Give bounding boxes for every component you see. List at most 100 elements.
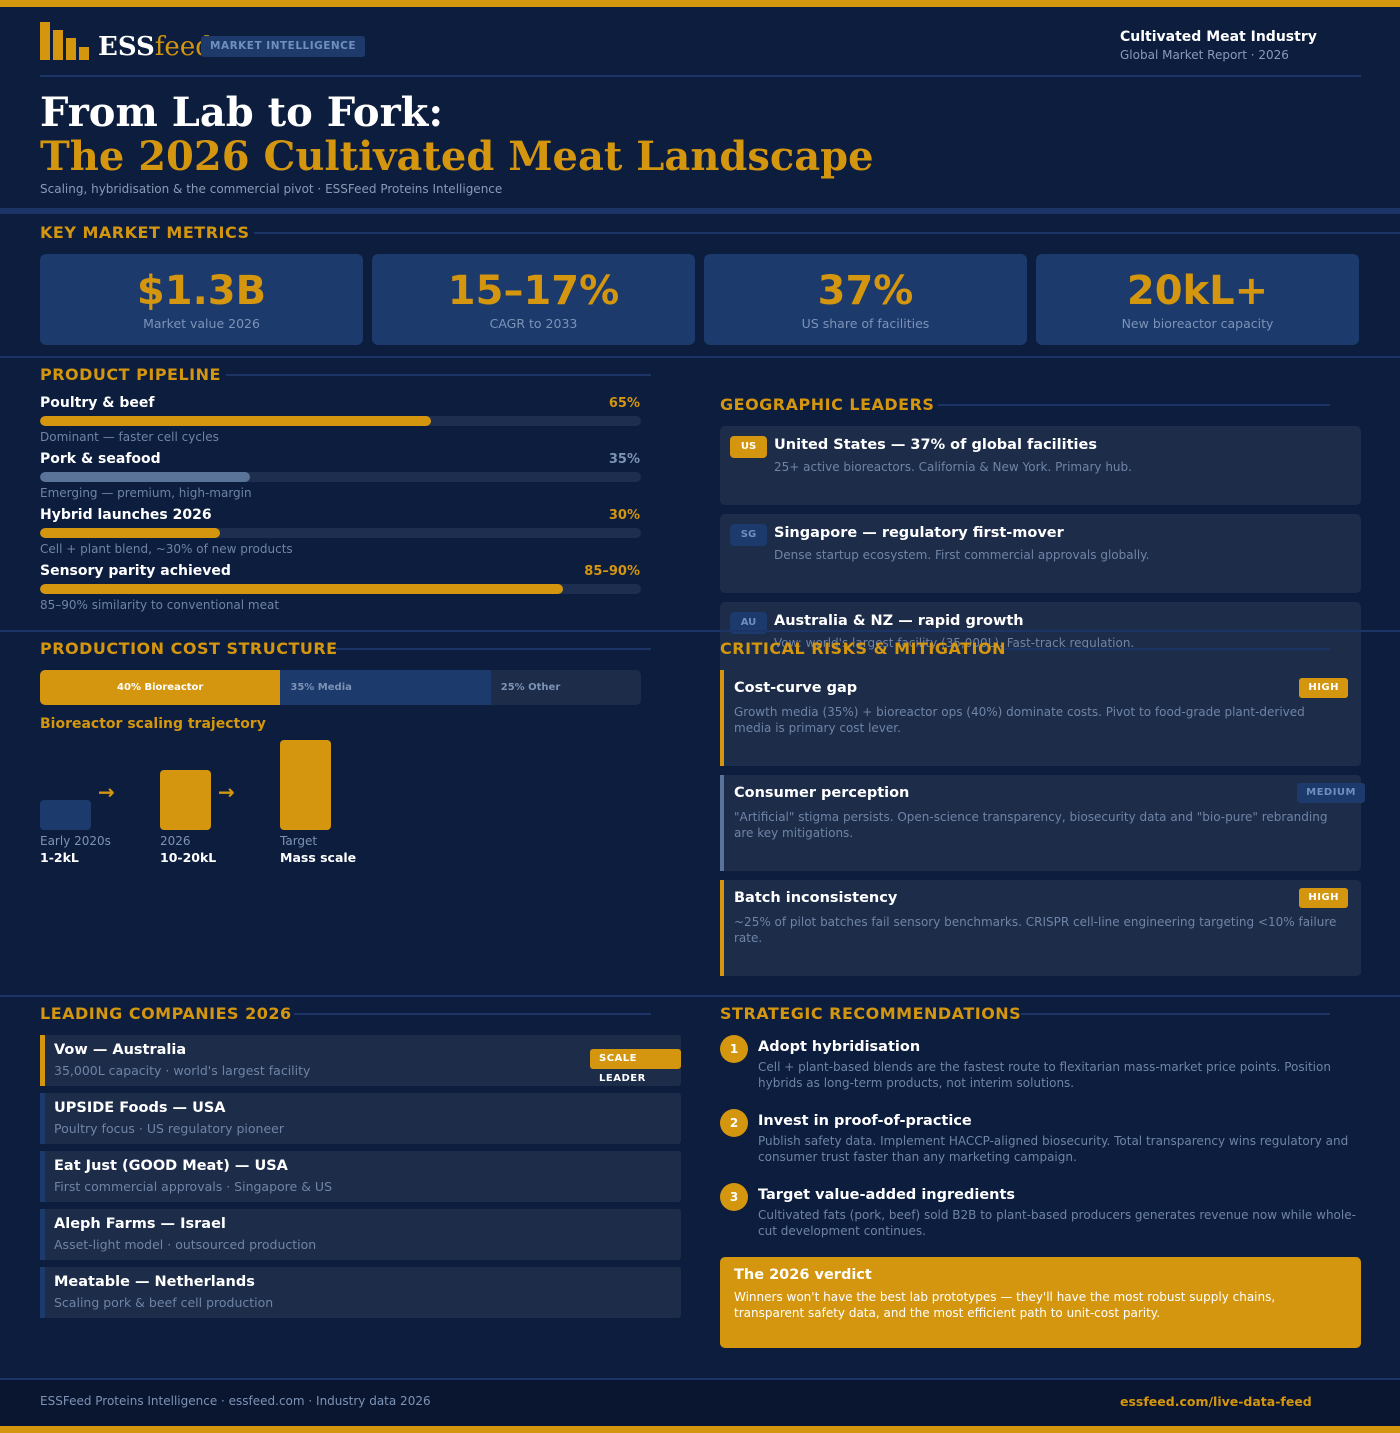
scaling-step-value: 10-20kL — [160, 850, 217, 865]
companies-section-line — [294, 1013, 651, 1015]
pipeline-section-title: PRODUCT PIPELINE — [40, 365, 221, 384]
pipeline-note-pork-seafood: Emerging — premium, high-margin — [40, 486, 252, 500]
pipeline-track-sensory-parity — [40, 584, 641, 594]
metric-label: US share of facilities — [801, 316, 930, 331]
company-card-meatable: Meatable — Netherlands Scaling pork & be… — [40, 1267, 681, 1318]
scaling-step-target-box — [280, 740, 331, 830]
scaling-step-label: Target — [280, 834, 318, 848]
logo-bars-icon — [40, 22, 92, 60]
pipeline-section-line — [226, 374, 651, 376]
metric-card-bioreactor-capacity: 20kL+ New bioreactor capacity — [1036, 254, 1359, 345]
pipeline-pct-sensory-parity: 85–90% — [584, 564, 640, 579]
geo-desc: Dense startup ecosystem. First commercia… — [774, 548, 1150, 562]
risk-desc: Growth media (35%) + bioreactor ops (40%… — [734, 705, 1305, 735]
metric-value: $1.3B — [136, 268, 267, 314]
market-intelligence-badge: MARKET INTELLIGENCE — [201, 36, 366, 57]
scaling-step-value: 1-2kL — [40, 850, 79, 865]
risk-title: Batch inconsistency — [734, 890, 898, 906]
geo-title: United States — 37% of global facilities — [774, 437, 1097, 453]
company-desc: First commercial approvals · Singapore &… — [54, 1179, 333, 1194]
cost-section-line — [336, 648, 651, 650]
verdict-desc: Winners won't have the best lab prototyp… — [734, 1290, 1276, 1320]
report-subtitle: Global Market Report · 2026 — [1120, 48, 1289, 62]
risk-title: Cost-curve gap — [734, 680, 858, 696]
risk-accent-bar — [720, 670, 724, 766]
geo-title: Singapore — regulatory first-mover — [774, 525, 1064, 541]
pipeline-track-hybrid-launches — [40, 528, 641, 538]
section-band — [0, 208, 1400, 214]
cost-section-title: PRODUCTION COST STRUCTURE — [40, 639, 338, 658]
company-desc: Scaling pork & beef cell production — [54, 1295, 274, 1310]
section-divider — [0, 356, 1400, 358]
risk-accent-bar — [720, 775, 724, 871]
pipeline-note-hybrid-launches: Cell + plant blend, ~30% of new products — [40, 542, 293, 556]
pipeline-pct-pork-seafood: 35% — [608, 452, 640, 467]
pipeline-pct-hybrid-launches: 30% — [608, 508, 640, 523]
company-accent-bar — [40, 1209, 45, 1260]
risks-section-title: CRITICAL RISKS & MITIGATION — [720, 639, 1006, 658]
risk-card-consumer-perception: Consumer perception MEDIUM "Artificial" … — [720, 775, 1365, 871]
section-divider — [0, 630, 1400, 632]
pipeline-label-poultry-beef: Poultry & beef — [40, 395, 155, 411]
metric-label: CAGR to 2033 — [489, 316, 578, 331]
cost-structure-bar: 40% Bioreactor 35% Media 25% Other — [40, 670, 641, 705]
metric-card-cagr: 15–17% CAGR to 2033 — [372, 254, 695, 345]
rec-number-badge: 2 — [720, 1109, 748, 1137]
scaling-step-label: 2026 — [160, 834, 191, 848]
scaling-step-label: Early 2020s — [40, 834, 111, 848]
risk-desc: ~25% of pilot batches fail sensory bench… — [734, 915, 1337, 945]
bottom-accent-bar — [0, 1426, 1400, 1433]
company-card-upside-foods: UPSIDE Foods — USA Poultry focus · US re… — [40, 1093, 681, 1144]
geo-card-united-states: US United States — 37% of global facilit… — [720, 426, 1361, 505]
section-divider — [0, 995, 1400, 997]
rec-number-badge: 3 — [720, 1183, 748, 1211]
rec-number-badge: 1 — [720, 1035, 748, 1063]
metrics-section-line — [254, 232, 1400, 234]
pipeline-note-sensory-parity: 85–90% similarity to conventional meat — [40, 598, 280, 612]
pipeline-label-pork-seafood: Pork & seafood — [40, 451, 161, 467]
logo[interactable]: ESSfeed — [98, 30, 212, 64]
metric-card-us-share: 37% US share of facilities — [704, 254, 1027, 345]
geo-badge-au: AU — [730, 612, 767, 634]
header-divider — [40, 75, 1361, 77]
verdict-title: The 2026 verdict — [734, 1267, 872, 1283]
company-card-aleph-farms: Aleph Farms — Israel Asset-light model ·… — [40, 1209, 681, 1260]
company-desc: 35,000L capacity · world's largest facil… — [54, 1063, 311, 1078]
cost-segment-other: 25% Other — [490, 670, 641, 705]
metric-value: 15–17% — [447, 268, 620, 314]
verdict-card: The 2026 verdict Winners won't have the … — [720, 1257, 1361, 1348]
geo-section-line — [938, 404, 1330, 406]
geo-badge-sg: SG — [730, 524, 767, 546]
geo-badge-us: US — [730, 436, 767, 458]
footer-link[interactable]: essfeed.com/live-data-feed — [1120, 1394, 1312, 1409]
company-accent-bar — [40, 1267, 45, 1318]
company-desc: Asset-light model · outsourced productio… — [54, 1237, 317, 1252]
bioreactor-scaling-title: Bioreactor scaling trajectory — [40, 716, 266, 732]
risk-card-cost-curve: Cost-curve gap HIGH Growth media (35%) +… — [720, 670, 1361, 766]
risk-desc: "Artificial" stigma persists. Open-scien… — [734, 810, 1328, 840]
metric-value: 37% — [817, 268, 914, 314]
top-accent-bar — [0, 0, 1400, 7]
pipeline-label-hybrid-launches: Hybrid launches 2026 — [40, 507, 212, 523]
company-name: Aleph Farms — Israel — [54, 1216, 226, 1232]
rec-title: Invest in proof-of-practice — [758, 1113, 972, 1129]
pipeline-fill-pork-seafood — [40, 472, 251, 482]
pipeline-label-sensory-parity: Sensory parity achieved — [40, 563, 231, 579]
scale-leader-badge: SCALE LEADER — [590, 1049, 681, 1084]
pipeline-pct-poultry-beef: 65% — [608, 396, 640, 411]
pipeline-fill-poultry-beef — [40, 416, 431, 426]
company-name: UPSIDE Foods — USA — [54, 1100, 226, 1116]
rec-desc: Cultivated fats (pork, beef) sold B2B to… — [758, 1208, 1356, 1238]
scaling-step-early-box — [40, 800, 91, 830]
pipeline-fill-sensory-parity — [40, 584, 563, 594]
page-subtitle: Scaling, hybridisation & the commercial … — [40, 182, 503, 196]
rec-title: Target value-added ingredients — [758, 1187, 1016, 1203]
geo-desc: Vow: world's largest facility (35,000L).… — [774, 636, 1135, 650]
risk-badge-high: HIGH — [1299, 678, 1348, 698]
company-name: Vow — Australia — [54, 1042, 187, 1058]
metric-value: 20kL+ — [1126, 268, 1269, 314]
company-desc: Poultry focus · US regulatory pioneer — [54, 1121, 284, 1136]
geo-desc: 25+ active bioreactors. California & New… — [774, 460, 1132, 474]
company-card-vow: Vow — Australia 35,000L capacity · world… — [40, 1035, 681, 1086]
metric-label: Market value 2026 — [143, 316, 260, 331]
